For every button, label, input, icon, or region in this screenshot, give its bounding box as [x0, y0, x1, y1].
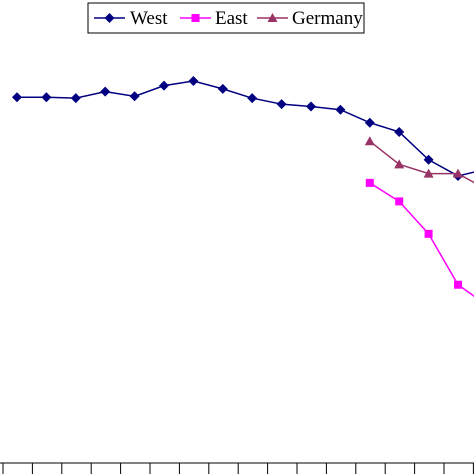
legend-marker-germany: [267, 13, 278, 22]
series-west: [12, 76, 474, 181]
west-line: [17, 80, 474, 177]
east-point: [454, 280, 462, 289]
legend-item-east: East: [180, 8, 248, 29]
legend-item-west: West: [94, 8, 168, 29]
series-east: [365, 178, 474, 298]
germany-point: [423, 168, 434, 178]
series-layer: [12, 76, 474, 298]
legend-label-east: East: [215, 8, 248, 29]
legend-label-germany: Germany: [292, 8, 363, 29]
west-point: [247, 93, 258, 104]
west-point: [129, 91, 140, 102]
west-point: [12, 92, 22, 103]
germany-point: [394, 159, 405, 169]
germany-point: [364, 136, 375, 146]
legend-items: West East Germany: [94, 8, 363, 29]
west-point: [335, 104, 346, 115]
west-point: [217, 83, 228, 94]
germany-line: [369, 140, 474, 184]
east-point: [424, 229, 433, 238]
west-point: [306, 101, 316, 112]
west-point: [276, 99, 287, 110]
west-point: [100, 86, 111, 97]
germany-point: [453, 168, 463, 178]
series-germany: [364, 136, 474, 184]
west-point: [188, 76, 199, 87]
legend-marker-west: [104, 13, 115, 23]
legend-item-germany: Germany: [257, 8, 363, 29]
west-point: [70, 93, 81, 104]
east-point: [365, 178, 374, 187]
west-point: [364, 117, 375, 128]
legend: West East Germany: [87, 2, 365, 34]
west-point: [41, 92, 52, 103]
x-axis: [0, 462, 474, 474]
legend-box: [87, 2, 365, 34]
west-point: [159, 80, 169, 91]
legend-marker-east: [191, 14, 200, 22]
east-point: [395, 197, 404, 206]
west-point: [394, 126, 405, 137]
legend-label-west: West: [130, 8, 168, 29]
west-point: [423, 154, 434, 165]
